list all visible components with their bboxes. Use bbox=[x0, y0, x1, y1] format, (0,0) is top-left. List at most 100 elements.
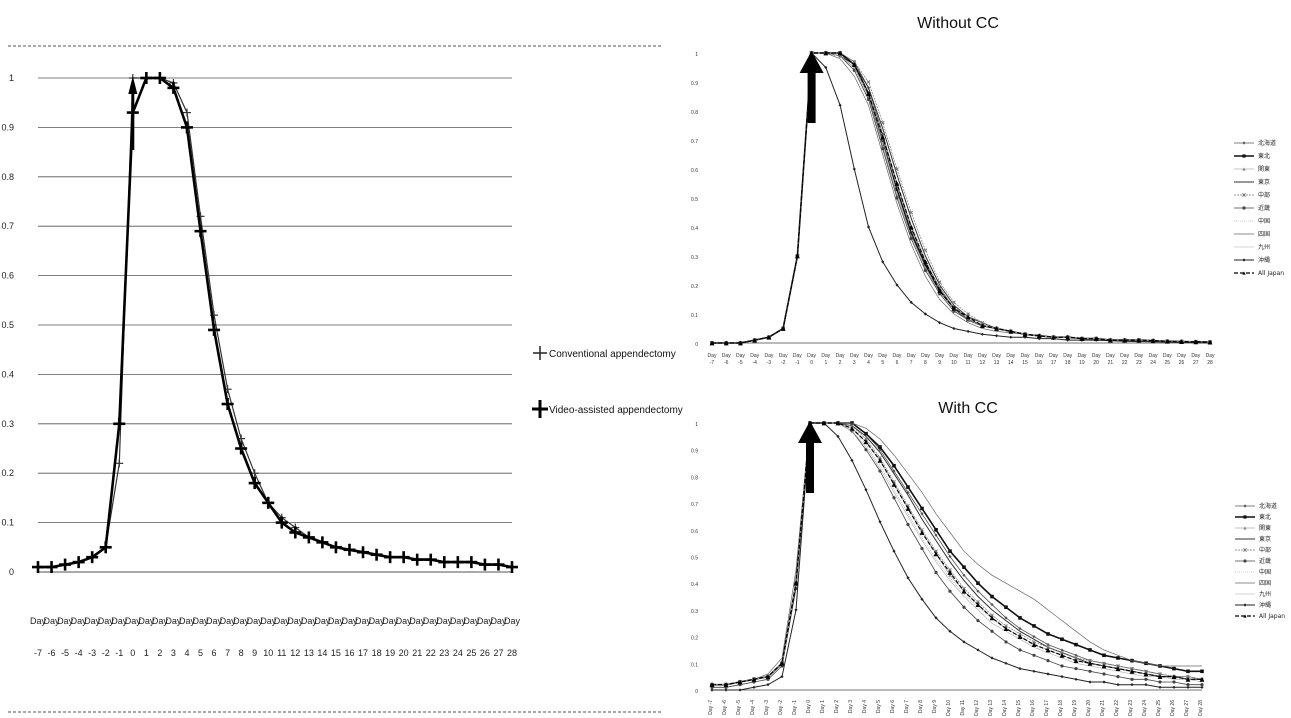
data-point bbox=[1150, 338, 1156, 344]
data-point bbox=[1143, 671, 1149, 677]
x-tick-label-day: Day bbox=[30, 616, 47, 626]
x-tick-label-num: 1 bbox=[824, 360, 827, 366]
data-point bbox=[852, 167, 856, 171]
legend-label: 関東 bbox=[1258, 165, 1270, 173]
data-point bbox=[962, 586, 966, 591]
legend-marker bbox=[1242, 193, 1246, 197]
x-tick-label-num: 0 bbox=[810, 360, 813, 366]
legend-label: 中部 bbox=[1259, 546, 1271, 554]
x-tick-label-day: Day bbox=[463, 616, 480, 626]
data-point bbox=[1157, 674, 1163, 680]
data-point bbox=[1060, 664, 1064, 668]
y-tick-label: 0.9 bbox=[691, 81, 698, 87]
data-point bbox=[989, 615, 995, 621]
without-cc-chart: 00.10.20.30.40.50.60.70.80.91Day-7Day-6D… bbox=[691, 50, 1215, 366]
data-point bbox=[1101, 663, 1107, 669]
data-point bbox=[1122, 337, 1128, 343]
x-tick-label-num: 28 bbox=[1207, 360, 1213, 366]
data-point bbox=[1200, 683, 1204, 687]
x-tick-label-num: 4 bbox=[867, 360, 870, 366]
x-tick-label: Day 13 bbox=[988, 700, 994, 716]
data-point bbox=[1102, 653, 1106, 658]
legend-label: 東北 bbox=[1259, 513, 1271, 521]
data-point bbox=[909, 300, 913, 304]
data-point bbox=[1074, 653, 1078, 657]
x-tick-label-day: Day bbox=[71, 616, 88, 626]
x-tick-label: Day 22 bbox=[1114, 700, 1120, 716]
x-tick-label: Day 8 bbox=[918, 700, 924, 713]
y-tick-label: 0 bbox=[9, 567, 14, 577]
data-point bbox=[976, 589, 980, 593]
x-tick-label-day: Day bbox=[44, 616, 61, 626]
x-tick-label-day: Day bbox=[490, 616, 507, 626]
data-point bbox=[951, 305, 957, 311]
x-tick-label-day: Day bbox=[921, 353, 930, 359]
data-point bbox=[962, 573, 966, 577]
x-tick-label-num: 6 bbox=[896, 360, 899, 366]
x-tick-label: Day -7 bbox=[708, 700, 714, 715]
chart-title-without-cc: Without CC bbox=[917, 15, 999, 32]
x-tick-label-day: Day bbox=[382, 616, 399, 626]
legend-label: 関東 bbox=[1259, 524, 1271, 532]
legend-marker bbox=[1242, 271, 1246, 275]
x-tick-label-day: Day bbox=[504, 616, 521, 626]
data-point bbox=[1116, 683, 1120, 687]
x-tick-label: Day 17 bbox=[1044, 700, 1050, 716]
surgery-day-arrow-shaft bbox=[131, 92, 135, 150]
x-tick-label: Day -1 bbox=[792, 700, 798, 715]
legend-marker bbox=[1242, 258, 1246, 262]
x-tick-label-num: 25 bbox=[466, 648, 476, 658]
left-legend: Conventional appendectomy Video-assisted… bbox=[532, 346, 683, 418]
y-tick-label: 0.9 bbox=[691, 449, 698, 455]
data-point bbox=[994, 334, 999, 338]
x-tick-label-num: 7 bbox=[910, 360, 913, 366]
data-point bbox=[738, 688, 742, 692]
x-tick-label-day: Day bbox=[1191, 353, 1200, 359]
data-point bbox=[849, 425, 855, 431]
surgery-day-arrow-head bbox=[128, 76, 138, 94]
x-tick-label-day: Day bbox=[193, 616, 210, 626]
x-tick-label-day: Day bbox=[1163, 353, 1172, 359]
x-tick-label: Day 15 bbox=[1016, 700, 1022, 716]
x-tick-label-num: 5 bbox=[881, 360, 884, 366]
x-tick-label-num: 22 bbox=[426, 648, 436, 658]
data-point bbox=[1193, 339, 1199, 345]
data-point bbox=[1004, 640, 1008, 644]
data-point bbox=[980, 320, 985, 325]
x-tick-label-num: -5 bbox=[61, 648, 69, 658]
data-point bbox=[894, 181, 900, 186]
surgery-day-arrow-head bbox=[799, 51, 824, 73]
data-point bbox=[1059, 652, 1065, 658]
x-tick-label-day: Day bbox=[1120, 353, 1129, 359]
data-point bbox=[1171, 674, 1177, 680]
x-tick-label-day: Day bbox=[1092, 353, 1101, 359]
legend-entry-video: Video-assisted appendectomy bbox=[532, 400, 683, 418]
x-tick-label: Day -3 bbox=[764, 700, 770, 715]
x-tick-label-num: 13 bbox=[304, 648, 314, 658]
data-point bbox=[937, 280, 942, 284]
x-tick-label-num: 5 bbox=[198, 648, 203, 658]
data-point bbox=[1172, 680, 1176, 684]
data-point bbox=[965, 314, 971, 320]
data-point bbox=[1074, 667, 1078, 671]
series-line bbox=[712, 52, 1211, 344]
legend-label: 近畿 bbox=[1258, 204, 1270, 212]
y-tick-label: 0.3 bbox=[691, 609, 698, 615]
x-tick-label-day: Day bbox=[165, 616, 182, 626]
x-tick-label-num: -1 bbox=[795, 360, 800, 366]
data-point bbox=[881, 260, 885, 264]
data-point bbox=[937, 288, 943, 294]
data-point bbox=[948, 573, 952, 577]
data-point bbox=[920, 546, 924, 551]
x-tick-label-day: Day bbox=[125, 616, 142, 626]
data-point bbox=[864, 448, 868, 452]
data-point bbox=[866, 91, 871, 96]
data-point bbox=[824, 65, 828, 70]
data-point bbox=[765, 674, 771, 680]
data-point bbox=[975, 602, 981, 607]
x-tick-label-day: Day bbox=[878, 353, 887, 359]
data-point bbox=[1004, 624, 1008, 628]
data-point bbox=[864, 431, 868, 436]
legend-marker bbox=[1243, 504, 1247, 508]
data-point bbox=[1018, 626, 1022, 631]
